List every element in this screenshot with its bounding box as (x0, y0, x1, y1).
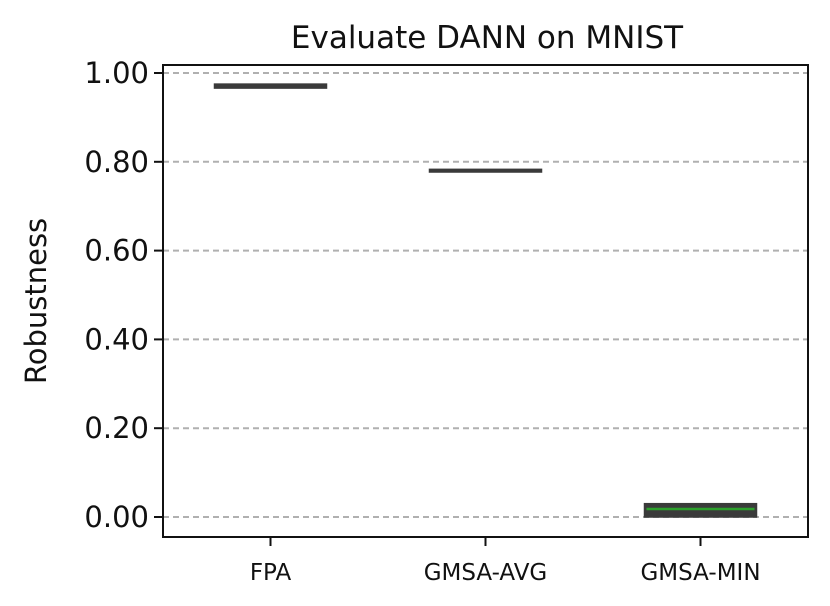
y-tick-label: 0.80 (84, 145, 149, 179)
y-tick-label: 0.20 (84, 411, 149, 445)
x-tick-label: FPA (250, 560, 292, 586)
y-axis-label: Robustness (19, 218, 53, 384)
y-tick-label: 0.40 (84, 322, 149, 356)
y-tick-label: 0.60 (84, 234, 149, 268)
x-tick-label: GMSA-AVG (424, 560, 548, 586)
x-tick-label: GMSA-MIN (640, 560, 760, 586)
grid-lines (163, 72, 808, 518)
box-gmsa-min (643, 502, 758, 518)
box-marks (213, 83, 758, 518)
chart-title: Evaluate DANN on MNIST (291, 20, 684, 56)
axis-ticks: 0.00 0.20 0.40 0.60 0.80 1.00 FPA GMSA-AVG GMSA-… (84, 56, 760, 586)
y-tick-label: 0.00 (84, 500, 149, 534)
y-tick-label: 1.00 (84, 56, 149, 90)
plot-frame (162, 64, 809, 538)
